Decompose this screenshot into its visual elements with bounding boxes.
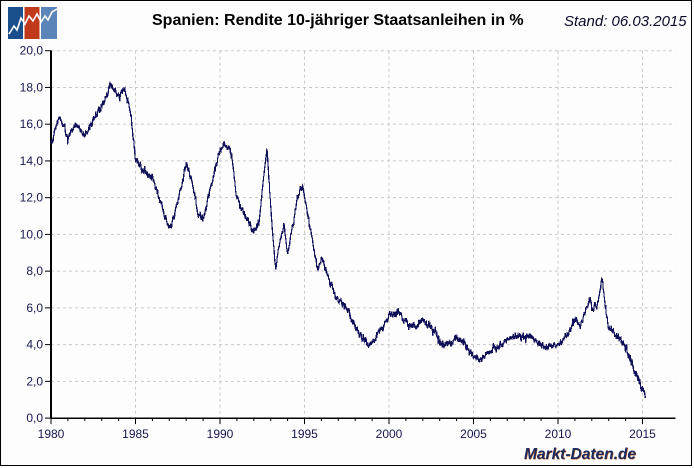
svg-text:0,0: 0,0	[26, 411, 43, 425]
svg-text:8,0: 8,0	[26, 264, 43, 278]
svg-text:4,0: 4,0	[26, 338, 43, 352]
svg-text:2010: 2010	[545, 427, 572, 439]
svg-text:1980: 1980	[38, 427, 65, 439]
svg-text:1995: 1995	[291, 427, 318, 439]
svg-text:2,0: 2,0	[26, 374, 43, 388]
svg-text:20,0: 20,0	[20, 44, 44, 58]
svg-text:18,0: 18,0	[20, 80, 44, 94]
svg-text:2005: 2005	[460, 427, 487, 439]
svg-text:2015: 2015	[629, 427, 656, 439]
svg-text:2000: 2000	[376, 427, 403, 439]
svg-text:1985: 1985	[122, 427, 149, 439]
svg-text:12,0: 12,0	[20, 191, 44, 205]
svg-text:1990: 1990	[207, 427, 234, 439]
svg-text:16,0: 16,0	[20, 117, 44, 131]
svg-text:6,0: 6,0	[26, 301, 43, 315]
svg-text:10,0: 10,0	[20, 227, 44, 241]
svg-text:14,0: 14,0	[20, 154, 44, 168]
